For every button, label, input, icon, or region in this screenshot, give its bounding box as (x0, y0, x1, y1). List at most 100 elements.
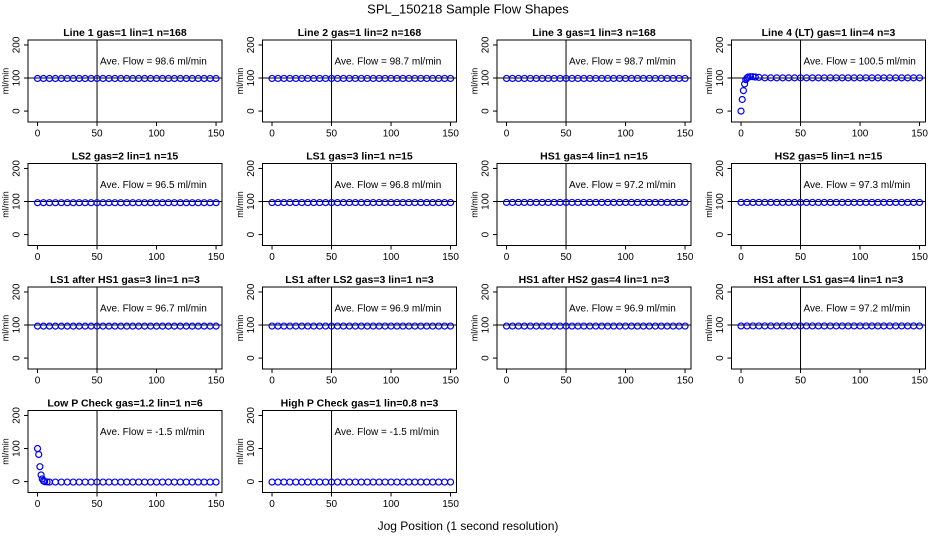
y-tick-label: 0 (246, 231, 257, 237)
point (746, 73, 755, 81)
annotation: Ave. Flow = 97.2 ml/min (569, 180, 676, 191)
plot-frame (262, 286, 457, 370)
x-tick-label: 100 (617, 376, 634, 387)
panel-title: High P Check gas=1 lin=0.8 n=3 (281, 397, 439, 409)
y-tick-label: 100 (481, 69, 492, 86)
plot-frame (262, 39, 457, 123)
x-tick-label: 150 (208, 376, 225, 387)
y-tick-label: 200 (246, 283, 257, 300)
x-tick-label: 0 (269, 252, 275, 263)
annotation: Ave. Flow = 96.5 ml/min (100, 180, 207, 191)
chart-title: SPL_150218 Sample Flow Shapes (367, 1, 569, 16)
point (681, 74, 689, 83)
y-tick-label: 0 (12, 478, 23, 484)
x-tick-label: 50 (326, 252, 338, 263)
point (737, 107, 745, 115)
y-tick-label: 100 (246, 69, 257, 86)
point (446, 322, 455, 330)
plot-frame (262, 163, 457, 246)
y-axis-label: ml/min (235, 191, 245, 218)
y-tick-label: 100 (12, 69, 23, 86)
point (212, 74, 220, 83)
annotation: Ave. Flow = -1.5 ml/min (100, 427, 205, 438)
y-tick-label: 200 (715, 160, 726, 177)
x-tick-label: 150 (911, 129, 928, 140)
x-tick-label: 50 (326, 129, 338, 140)
annotation: Ave. Flow = 100.5 ml/min (804, 57, 916, 68)
plot-frame (496, 39, 692, 123)
y-tick-label: 200 (715, 36, 726, 53)
y-tick-label: 200 (246, 160, 257, 177)
x-tick-label: 50 (91, 252, 103, 263)
x-tick-label: 50 (91, 499, 103, 510)
point (36, 463, 44, 471)
x-tick-label: 100 (383, 376, 400, 387)
annotation: Ave. Flow = 97.2 ml/min (804, 304, 911, 315)
y-tick-label: 200 (246, 36, 257, 53)
point (212, 478, 220, 486)
y-tick-label: 200 (715, 283, 726, 300)
y-axis-label: ml/min (0, 68, 10, 95)
x-tick-label: 0 (738, 376, 744, 387)
y-tick-label: 100 (246, 440, 257, 457)
point (740, 80, 749, 88)
y-tick-label: 0 (12, 108, 23, 114)
point (212, 199, 220, 207)
y-tick-label: 100 (481, 316, 492, 333)
x-tick-label: 0 (35, 499, 41, 510)
y-tick-label: 0 (481, 108, 492, 114)
panel-title: Line 3 gas=1 lin=3 n=168 (532, 27, 656, 39)
point (35, 450, 43, 459)
annotation: Ave. Flow = 96.8 ml/min (335, 180, 442, 191)
x-tick-label: 50 (795, 252, 807, 263)
y-tick-label: 0 (246, 478, 257, 484)
y-tick-label: 200 (246, 407, 257, 424)
x-tick-label: 0 (269, 499, 275, 510)
x-tick-label: 100 (148, 376, 165, 387)
x-tick-label: 50 (795, 129, 807, 140)
y-tick-label: 100 (12, 193, 23, 210)
x-tick-label: 150 (208, 129, 225, 140)
y-tick-label: 200 (481, 36, 492, 53)
point (739, 86, 748, 95)
x-tick-label: 150 (911, 376, 928, 387)
y-tick-label: 100 (246, 193, 257, 210)
point (681, 322, 689, 330)
y-tick-label: 100 (481, 193, 492, 210)
x-tick-label: 100 (383, 129, 400, 140)
panel-title: HS1 after LS1 gas=4 lin=1 n=3 (754, 274, 904, 286)
plot-frame (496, 286, 692, 370)
annotation: Ave. Flow = -1.5 ml/min (335, 427, 440, 438)
point (915, 322, 924, 330)
y-tick-label: 200 (481, 160, 492, 177)
x-tick-label: 100 (383, 499, 400, 510)
x-tick-label: 50 (560, 376, 572, 387)
y-tick-label: 0 (715, 108, 726, 114)
y-tick-label: 100 (12, 440, 23, 457)
y-tick-label: 200 (12, 407, 23, 424)
y-axis-label: ml/min (235, 68, 245, 95)
x-tick-label: 50 (560, 129, 572, 140)
annotation: Ave. Flow = 98.7 ml/min (335, 57, 442, 68)
x-tick-label: 100 (148, 499, 165, 510)
y-tick-label: 0 (715, 231, 726, 237)
x-tick-label: 50 (326, 499, 338, 510)
x-tick-label: 0 (35, 129, 41, 140)
x-tick-label: 100 (148, 252, 165, 263)
x-tick-label: 0 (269, 129, 275, 140)
y-axis-label: ml/min (469, 68, 479, 95)
x-tick-label: 100 (617, 129, 634, 140)
panel-title: LS1 after HS1 gas=3 lin=1 n=3 (50, 274, 200, 286)
y-tick-label: 200 (12, 36, 23, 53)
panel-title: Line 4 (LT) gas=1 lin=4 n=3 (762, 27, 896, 39)
y-axis-label: ml/min (235, 315, 245, 342)
point (212, 322, 220, 330)
x-tick-label: 50 (326, 376, 338, 387)
y-tick-label: 100 (715, 193, 726, 210)
x-tick-label: 150 (911, 252, 928, 263)
plot-frame (27, 163, 223, 246)
panel-title: HS2 gas=5 lin=1 n=15 (775, 150, 883, 162)
y-tick-label: 100 (715, 69, 726, 86)
